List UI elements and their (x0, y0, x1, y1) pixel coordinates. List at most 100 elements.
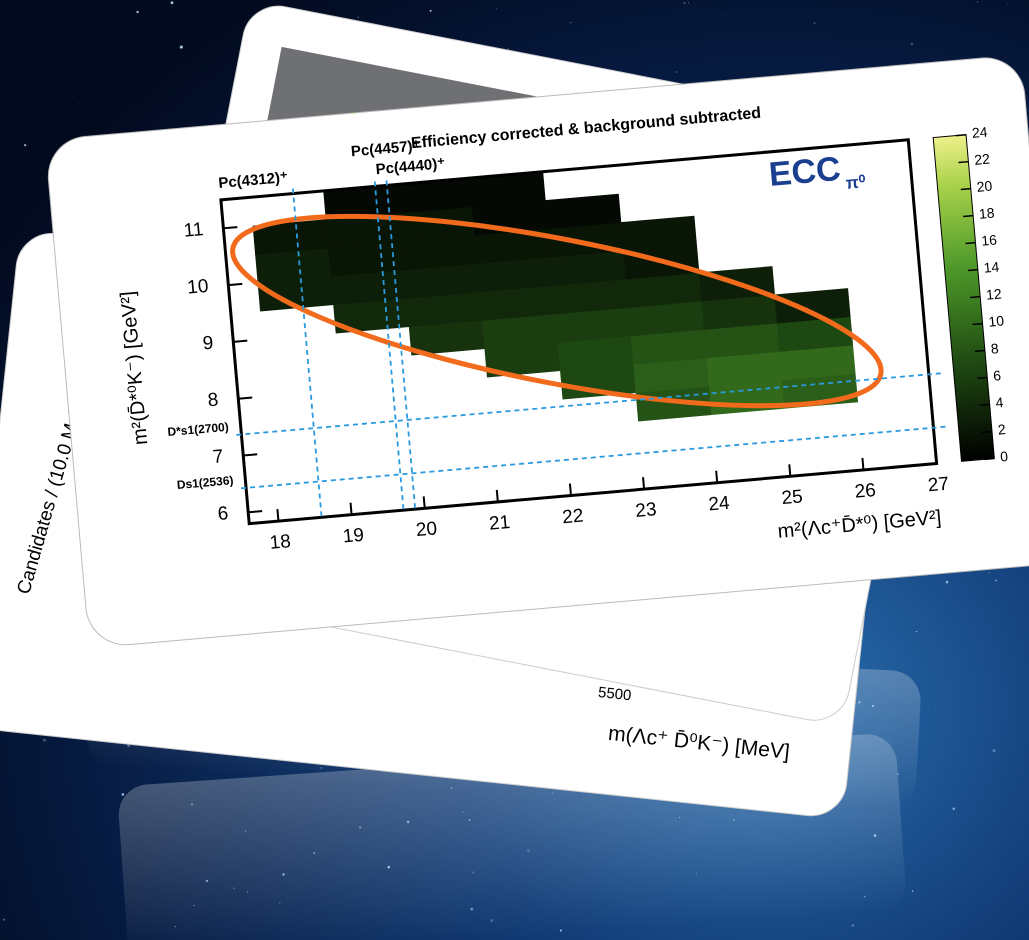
reference-label: Pc(4457)⁺ (350, 137, 421, 160)
y-tick-label: 7 (212, 446, 224, 468)
heat-cell (635, 386, 712, 422)
heat-cell (469, 171, 546, 208)
heat-cell (408, 320, 485, 356)
heat-cell (628, 300, 705, 337)
star (976, 1, 979, 3)
star (429, 9, 432, 12)
colorbar-tick-label: 24 (971, 124, 988, 141)
star (121, 793, 125, 796)
star (932, 752, 933, 754)
star (992, 749, 996, 753)
star (79, 827, 80, 829)
y-tick-label: 9 (202, 333, 214, 355)
x-tick (422, 496, 426, 509)
star (179, 45, 183, 49)
reference-label: Pc(4440)⁺ (375, 155, 446, 178)
y-tick (228, 282, 243, 287)
star (13, 230, 15, 231)
x-tick (642, 477, 646, 490)
star (910, 43, 914, 46)
heat-cell (620, 215, 697, 252)
heat-cell (252, 219, 329, 255)
colorbar-tick (972, 322, 983, 326)
star (911, 890, 914, 892)
x-tick-label: 24 (708, 493, 731, 516)
colorbar-tick (958, 160, 969, 164)
heat-cell (476, 256, 554, 293)
colorbar-tick-label: 0 (1000, 448, 1009, 465)
heat-cell (484, 342, 561, 378)
star (952, 807, 955, 811)
colorbar-tick (956, 133, 967, 137)
x-tick (568, 483, 572, 496)
y-tick (223, 226, 238, 230)
x-tick-label: 21 (488, 512, 511, 535)
colorbar-tick-label: 2 (997, 421, 1006, 438)
x-tick-label: 22 (561, 506, 584, 529)
colorbar-tick (984, 457, 995, 461)
heat-cell (325, 212, 402, 249)
heat-cell (552, 278, 629, 315)
x-tick (495, 489, 499, 502)
star (675, 71, 678, 73)
x-tick (715, 470, 719, 483)
star (23, 143, 27, 147)
y-tick-label: 8 (207, 390, 219, 412)
reference-line (385, 180, 417, 510)
heat-cell (555, 307, 632, 343)
heat-cell (330, 269, 407, 306)
heat-cell (328, 241, 405, 277)
colorbar-tick (963, 214, 974, 218)
heat-cell (396, 178, 473, 214)
reference-label: D*s1(2700) (167, 420, 229, 439)
colorbar-tick-label: 6 (992, 367, 1001, 384)
colorbar-tick-label: 10 (988, 312, 1005, 329)
plot-frame (219, 138, 939, 526)
heat-cell (479, 285, 556, 321)
heat-cell (333, 298, 410, 334)
star (683, 1, 686, 4)
heat-cell (557, 335, 634, 372)
heat-cell (481, 313, 559, 350)
star (688, 2, 690, 4)
x-tick-label: 23 (635, 499, 658, 522)
star (357, 16, 359, 18)
star (2, 918, 5, 921)
heat-cell (401, 234, 478, 271)
front-card: Efficiency corrected & background subtra… (47, 57, 1029, 646)
colorbar-tick-label: 8 (990, 340, 999, 357)
heat-cell (706, 351, 783, 387)
colorbar-tick-label: 16 (981, 231, 998, 248)
heat-cell (703, 322, 780, 359)
reference-label: Ds1(2536) (176, 473, 234, 492)
x-tick-label: 25 (781, 486, 804, 509)
star (724, 13, 726, 15)
heat-cell (257, 276, 334, 312)
reference-label: Pc(4312)⁺ (218, 169, 289, 192)
heat-cell (474, 228, 551, 264)
colorbar-tick (979, 403, 990, 407)
x-tick (861, 457, 865, 471)
colorbar-tick (965, 241, 976, 245)
reference-line (236, 372, 944, 436)
colorbar-tick (981, 430, 993, 434)
colorbar-tick (967, 268, 978, 272)
star (170, 1, 174, 5)
star (977, 710, 979, 712)
star (935, 707, 936, 709)
reference-line (373, 181, 405, 511)
star (77, 102, 79, 104)
heat-cell (398, 206, 476, 242)
heat-cell (323, 184, 400, 220)
colorbar-tick (974, 349, 985, 353)
y-tick (233, 339, 248, 343)
y-tick-label: 11 (183, 219, 204, 242)
colorbar-tick-label: 18 (978, 204, 995, 221)
star (42, 738, 47, 742)
y-tick (248, 510, 263, 514)
star (988, 571, 991, 574)
kinematic-boundary (230, 213, 884, 409)
x-tick (788, 464, 792, 477)
